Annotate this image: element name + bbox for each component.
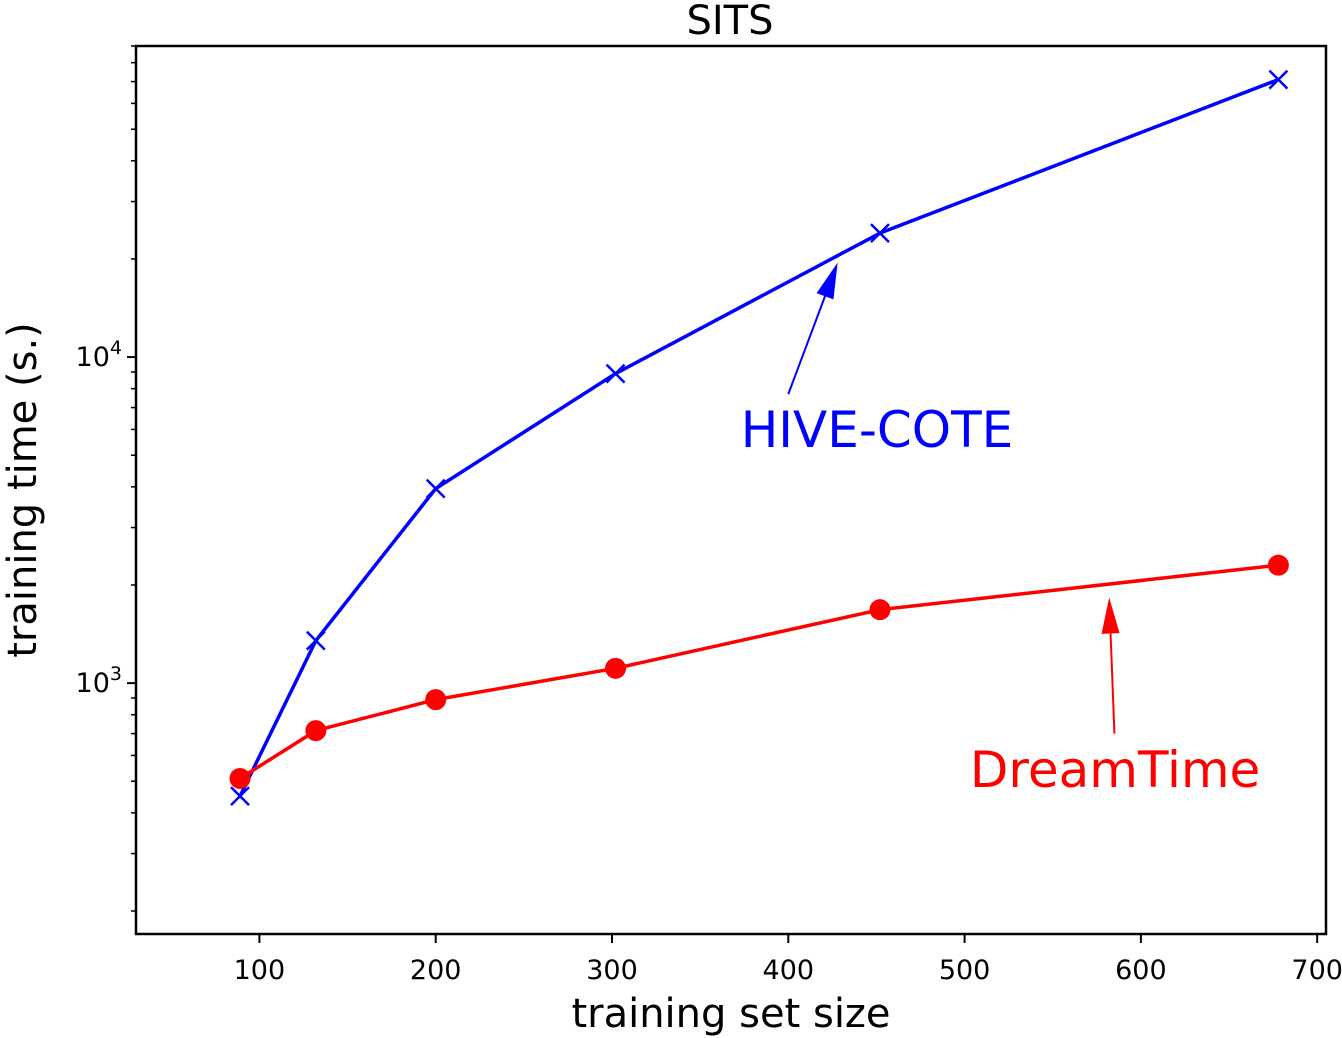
data-point-x-marker bbox=[870, 223, 890, 244]
annotation-layer: HIVE-COTE DreamTime bbox=[741, 262, 1260, 799]
x-tick-label: 100 bbox=[234, 955, 286, 986]
plot-frame bbox=[134, 44, 1328, 936]
y-tick-exponent: 4 bbox=[110, 337, 122, 359]
data-point-circle-marker bbox=[229, 767, 251, 789]
x-tick-label: 300 bbox=[586, 955, 638, 986]
series-line-hive-cote bbox=[238, 77, 1280, 797]
x-axis: 100 200 300 400 500 600 700 bbox=[234, 934, 1342, 986]
annotation-label: DreamTime bbox=[970, 741, 1260, 799]
annotation-arrow-head bbox=[816, 262, 838, 300]
annotation-arrow-shaft bbox=[1109, 633, 1116, 734]
data-point-x-marker bbox=[230, 786, 250, 807]
x-tick-label: 200 bbox=[410, 955, 462, 986]
x-tick-label: 700 bbox=[1291, 955, 1342, 986]
data-point-circle-marker bbox=[605, 657, 627, 679]
x-axis-label: training set size bbox=[571, 991, 890, 1037]
y-tick-base: 10 bbox=[76, 668, 110, 699]
y-axis-label: training time (s.) bbox=[0, 322, 46, 658]
series-line-dreamtime bbox=[239, 563, 1279, 780]
annotation-arrow-shaft bbox=[787, 295, 826, 395]
x-tick-label: 500 bbox=[939, 955, 991, 986]
y-tick-exponent: 3 bbox=[110, 663, 122, 685]
data-point-circle-marker bbox=[1267, 554, 1289, 576]
x-tick-label: 600 bbox=[1115, 955, 1167, 986]
data-point-x-marker bbox=[305, 630, 326, 651]
annotation-label: HIVE-COTE bbox=[741, 401, 1014, 459]
series-layer bbox=[229, 69, 1289, 807]
y-tick-label: 104 bbox=[76, 337, 122, 373]
annotation-arrow-head bbox=[1101, 597, 1120, 634]
data-point-x-marker bbox=[1268, 69, 1289, 90]
data-point-circle-marker bbox=[305, 720, 327, 742]
x-tick-label: 400 bbox=[763, 955, 815, 986]
data-point-circle-marker bbox=[869, 599, 891, 621]
data-point-circle-marker bbox=[425, 689, 447, 711]
chart-title: SITS bbox=[686, 0, 773, 44]
data-point-x-marker bbox=[425, 478, 446, 499]
y-tick-base: 10 bbox=[76, 342, 110, 373]
data-point-x-marker bbox=[605, 363, 626, 384]
y-tick-label: 103 bbox=[76, 663, 122, 699]
